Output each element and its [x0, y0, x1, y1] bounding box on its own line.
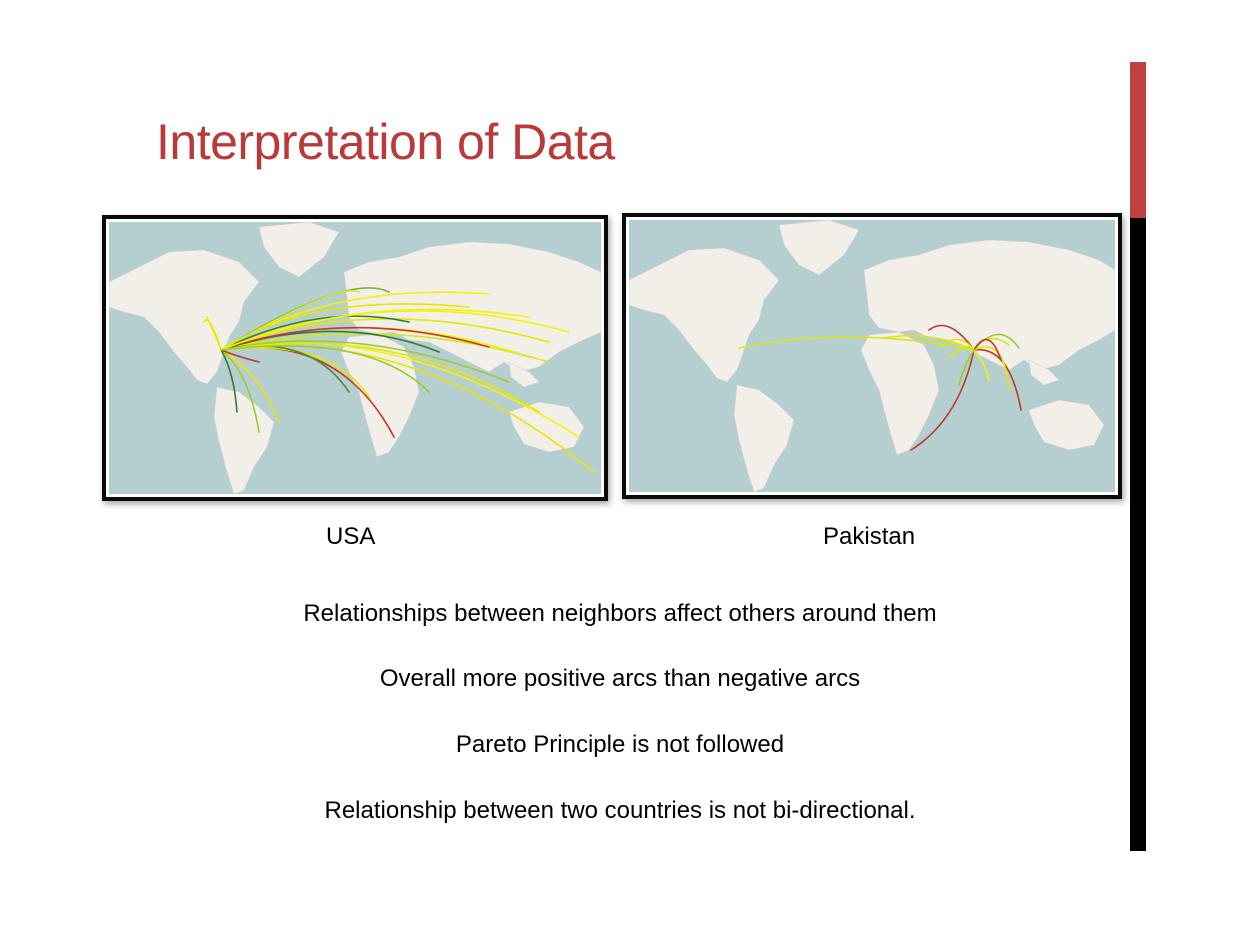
bullet-positive-arcs: Overall more positive arcs than negative…	[379, 665, 861, 692]
slide-title: Interpretation of Data	[156, 114, 615, 170]
side-accent-bar	[1130, 62, 1146, 851]
pakistan-world-map	[629, 220, 1115, 492]
side-accent-bar-black	[1130, 218, 1146, 851]
bullet-neighbors: Relationships between neighbors affect o…	[303, 600, 937, 627]
pakistan-map-caption: Pakistan	[823, 523, 916, 550]
bullet-bidirectional: Relationship between two countries is no…	[324, 797, 916, 824]
usa-world-map	[109, 222, 601, 494]
bullet-pareto: Pareto Principle is not followed	[455, 731, 785, 758]
side-accent-bar-red	[1130, 62, 1146, 218]
usa-map-image	[102, 215, 608, 501]
pakistan-map-image	[622, 213, 1122, 499]
continents	[629, 220, 1115, 492]
relationship-arcs	[203, 287, 595, 473]
relationship-arcs	[738, 324, 1022, 451]
usa-map-caption: USA	[326, 523, 376, 550]
